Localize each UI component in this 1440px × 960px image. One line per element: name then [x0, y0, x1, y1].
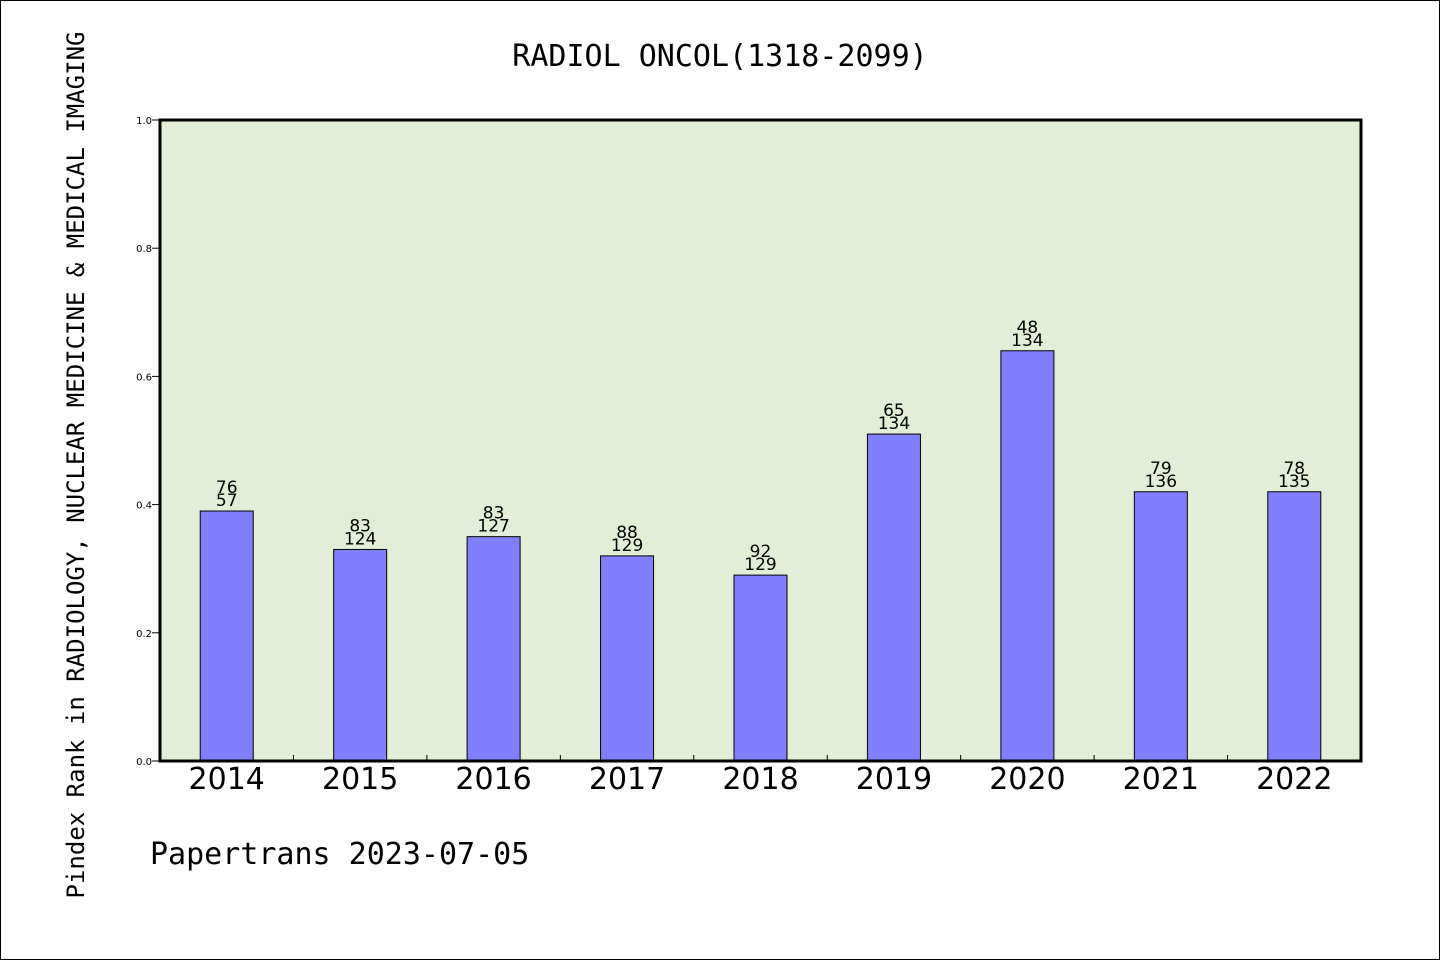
bar [333, 548, 388, 762]
bar-label-rank: 92 [750, 542, 772, 562]
bar [866, 433, 921, 762]
y-tick-label: 0.8 [136, 244, 152, 255]
y-tick-label: 0.0 [136, 757, 152, 768]
y-tick-label: 1.0 [136, 116, 152, 127]
bar-label-rank: 65 [883, 401, 905, 421]
bar-label-total: 127 [477, 517, 509, 537]
bar-label-rank: 48 [1017, 318, 1039, 338]
x-tick-label: 2020 [989, 762, 1065, 797]
bar-label-rank: 88 [616, 523, 638, 543]
x-tick-label: 2018 [722, 762, 798, 797]
chart-title: RADIOL ONCOL(1318-2099) [512, 39, 927, 74]
bar-label-total: 135 [1278, 472, 1310, 492]
bar-label-total: 124 [344, 529, 376, 549]
y-axis-label: Pindex Rank in RADIOLOGY, NUCLEAR MEDICI… [62, 32, 90, 899]
bar-label-rank: 83 [483, 504, 505, 524]
x-tick-label: 2016 [455, 762, 531, 797]
y-tick-label: 0.2 [136, 629, 152, 640]
bar-series [199, 350, 1322, 762]
x-tick-label: 2022 [1256, 762, 1332, 797]
bar [1267, 491, 1322, 762]
bar [733, 574, 788, 762]
x-tick-label: 2021 [1123, 762, 1199, 797]
x-axis: 2014 2015 2016 2017 2018 2019 2020 2021 2022 [189, 755, 1332, 797]
bar [600, 555, 655, 762]
bar-label-total: 129 [744, 555, 776, 575]
x-tick-label: 2017 [589, 762, 665, 797]
x-tick-label: 2015 [322, 762, 398, 797]
bar [1000, 350, 1055, 762]
bar-label-total: 136 [1145, 472, 1177, 492]
bar-label-rank: 83 [349, 516, 371, 536]
bar-label-total: 129 [611, 536, 643, 556]
x-tick-label: 2019 [856, 762, 932, 797]
bar-label-total: 134 [1011, 331, 1043, 351]
bar-label-total: 57 [216, 491, 238, 511]
x-tick-label: 2014 [189, 762, 265, 797]
footer-credit: Papertrans 2023-07-05 [150, 837, 529, 872]
bar-label-rank: 76 [216, 478, 238, 498]
bar-label-total: 134 [878, 414, 910, 434]
bar-label-rank: 78 [1283, 459, 1305, 479]
bar [466, 536, 521, 762]
y-tick-label: 0.4 [136, 501, 152, 512]
y-tick-label: 0.6 [136, 372, 152, 383]
bar [1133, 491, 1188, 762]
plot-border [158, 118, 1363, 763]
bar-label-rank: 79 [1150, 459, 1172, 479]
bar [199, 510, 254, 762]
